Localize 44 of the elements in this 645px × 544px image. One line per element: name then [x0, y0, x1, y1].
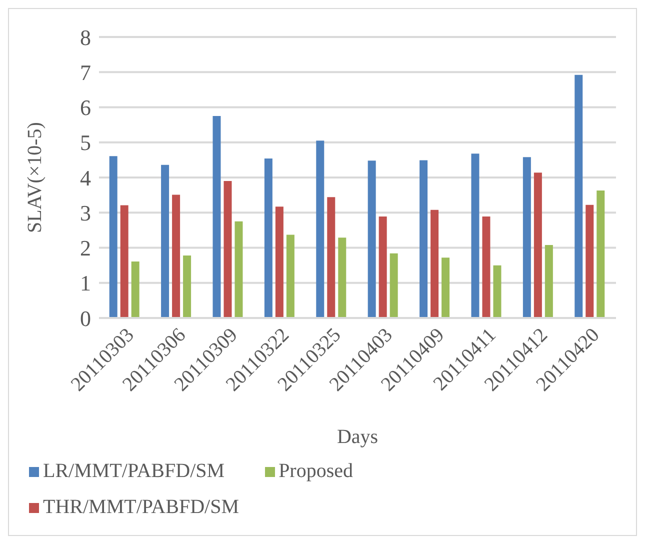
bar: [522, 157, 531, 318]
bar: [120, 205, 128, 318]
bar: [534, 172, 542, 318]
bar: [390, 253, 398, 318]
bar: [212, 116, 221, 318]
y-tick-label: 6: [80, 95, 91, 120]
y-axis-title: SLAV(×10-5): [24, 122, 46, 233]
x-axis-title: Days: [336, 426, 378, 448]
legend-label: LR/MMT/PABFD/SM: [43, 460, 225, 482]
bar: [586, 204, 594, 318]
bar: [161, 164, 170, 318]
bar: [224, 181, 232, 318]
bar: [316, 140, 324, 318]
bar: [275, 206, 284, 318]
bar: [338, 238, 346, 318]
y-tick-label: 8: [80, 24, 91, 50]
bar: [172, 194, 180, 318]
bar: [286, 234, 294, 318]
y-tick-label: 1: [80, 270, 91, 296]
y-tick-label: 4: [80, 165, 91, 190]
bar: [442, 258, 450, 318]
bar: [493, 265, 502, 318]
legend-label: THR/MMT/PABFD/SM: [43, 496, 239, 518]
bar: [420, 160, 428, 318]
y-tick-label: 0: [80, 306, 91, 331]
bar: [234, 221, 243, 318]
bar: [131, 261, 140, 318]
y-tick-label: 7: [80, 60, 91, 85]
bar: [327, 197, 336, 318]
bar: [471, 154, 480, 318]
bar: [368, 160, 376, 318]
bar: [544, 244, 553, 318]
bar: [109, 156, 118, 318]
bar: [482, 216, 490, 318]
legend-label: Proposed: [278, 460, 354, 482]
bar: [596, 190, 605, 318]
y-tick-label: 5: [80, 130, 91, 156]
y-tick-label: 3: [80, 200, 91, 226]
bar: [378, 216, 387, 318]
bar: [264, 158, 272, 318]
bar: [430, 210, 439, 318]
y-tick-label: 2: [80, 236, 91, 261]
bar: [183, 255, 192, 318]
bar: [574, 74, 583, 318]
